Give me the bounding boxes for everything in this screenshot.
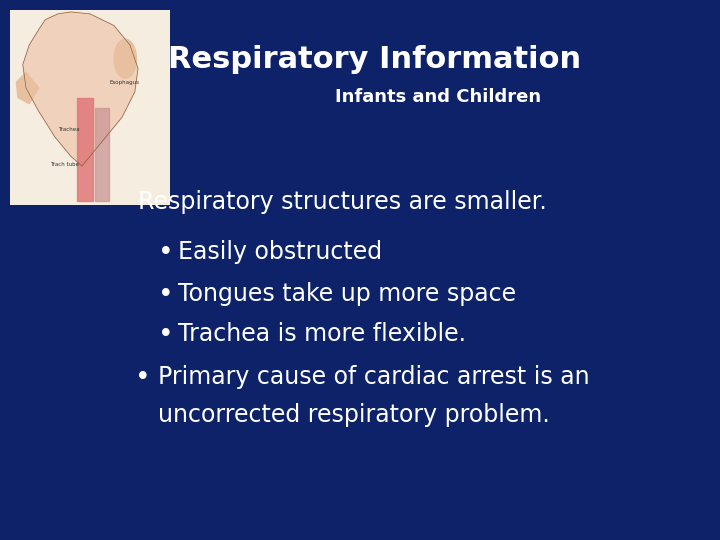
Text: Respiratory structures are smaller.: Respiratory structures are smaller. — [138, 190, 546, 214]
Text: Easily obstructed: Easily obstructed — [178, 240, 382, 264]
Polygon shape — [77, 98, 93, 201]
Text: •: • — [158, 282, 174, 308]
Text: •: • — [158, 322, 174, 348]
Polygon shape — [17, 72, 39, 104]
Text: uncorrected respiratory problem.: uncorrected respiratory problem. — [158, 403, 550, 427]
Polygon shape — [23, 12, 138, 166]
Polygon shape — [114, 39, 136, 78]
Text: Infants and Children: Infants and Children — [335, 88, 541, 106]
Text: Trachea: Trachea — [58, 127, 80, 132]
Text: •: • — [158, 240, 174, 266]
Text: •: • — [135, 365, 150, 391]
Text: Esophagus: Esophagus — [109, 80, 139, 85]
Text: Tongues take up more space: Tongues take up more space — [178, 282, 516, 306]
Bar — [10, 10, 170, 205]
Text: Respiratory Information: Respiratory Information — [168, 45, 581, 74]
Text: Trachea is more flexible.: Trachea is more flexible. — [178, 322, 466, 346]
Polygon shape — [95, 107, 109, 201]
Text: Primary cause of cardiac arrest is an: Primary cause of cardiac arrest is an — [158, 365, 590, 389]
Text: Trach tube: Trach tube — [50, 162, 79, 167]
